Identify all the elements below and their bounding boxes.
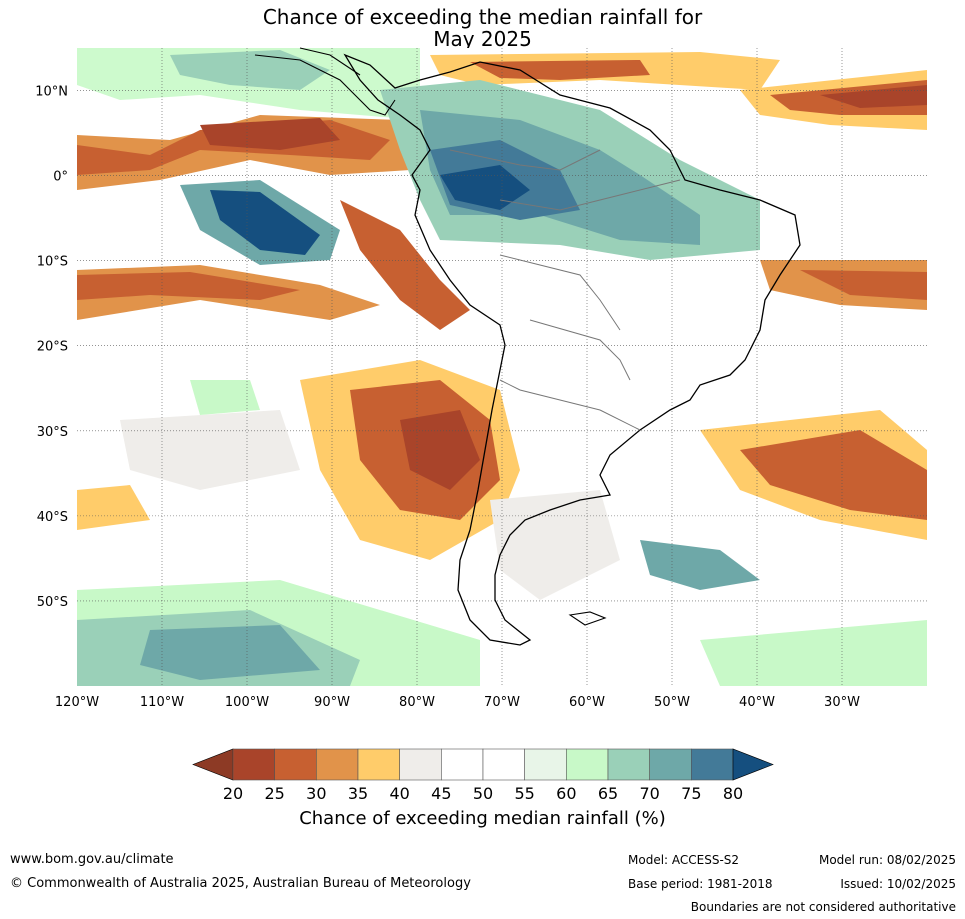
- lat-tick-label: 0°: [53, 170, 68, 185]
- lon-tick-label: 40°W: [739, 695, 775, 710]
- lon-tick-label: 50°W: [654, 695, 690, 710]
- field-darkbrown-ne: [820, 85, 927, 108]
- colorbar-bin: [566, 748, 609, 781]
- field-darkblue-pacific: [210, 190, 320, 255]
- colorbar-tick-label: 70: [639, 784, 659, 803]
- lat-tick-label: 50°S: [37, 595, 68, 610]
- colorbar-bin: [357, 748, 400, 781]
- lat-tick-label: 30°S: [37, 425, 68, 440]
- footer-copyright: © Commonwealth of Australia 2025, Austra…: [10, 876, 471, 891]
- lon-tick-label: 120°W: [55, 695, 99, 710]
- colorbar-bin: [441, 748, 484, 781]
- colorbar-bin: [482, 748, 525, 781]
- rainfall-anomaly-fields: [77, 48, 927, 686]
- colorbar-bin: [399, 748, 442, 781]
- field-green-e-pac: [190, 380, 260, 415]
- colorbar-tick-label: 55: [514, 784, 534, 803]
- field-grey-mid: [120, 410, 300, 490]
- field-brown-atlantic-10s: [800, 270, 927, 300]
- field-darkbrown-chile: [400, 410, 480, 490]
- colorbar-tick-label: 20: [223, 784, 243, 803]
- chart-title-line1: Chance of exceeding the median rainfall …: [262, 5, 703, 29]
- field-teal-se-atl: [640, 540, 760, 590]
- colorbar-tick-label: 50: [473, 784, 493, 803]
- colorbar-over-arrow: [732, 748, 774, 781]
- footer-base-period: Base period: 1981-2018: [628, 877, 773, 891]
- footer-url[interactable]: www.bom.gov.au/climate: [10, 852, 174, 867]
- colorbar-tick-label: 75: [681, 784, 701, 803]
- colorbar-bin: [524, 748, 567, 781]
- field-orange-west: [77, 485, 150, 530]
- central-america-coastline: [254, 47, 396, 116]
- colorbar-tick-label: 65: [598, 784, 618, 803]
- field-darkbrown-pacific-eq: [200, 118, 340, 150]
- field-brown-coast: [340, 200, 470, 330]
- lat-tick-label: 20°S: [37, 340, 68, 355]
- colorbar-bin: [691, 748, 734, 781]
- field-blue-south: [140, 625, 320, 680]
- latitude-labels: 10°N 0° 10°S 20°S 30°S 40°S 50°S: [35, 85, 68, 610]
- field-darkblue-amazon: [440, 165, 530, 210]
- colorbar-tick-label: 40: [389, 784, 409, 803]
- colorbar-tick-label: 60: [556, 784, 576, 803]
- lon-tick-label: 110°W: [140, 695, 184, 710]
- colorbar: 20 25 30 35 40 45 50 55 60 65 70 75 80: [192, 748, 774, 803]
- colorbar-bin: [316, 748, 359, 781]
- field-brown-south-atl: [740, 430, 927, 520]
- falklands: [568, 611, 607, 626]
- lon-tick-label: 90°W: [314, 695, 350, 710]
- lat-tick-label: 10°N: [35, 85, 68, 100]
- lon-tick-label: 70°W: [484, 695, 520, 710]
- colorbar-bin: [607, 748, 650, 781]
- colorbar-tick-label: 25: [264, 784, 284, 803]
- south-america-coastline: [343, 53, 801, 646]
- footer-model-run: Model run: 08/02/2025: [818, 853, 956, 867]
- lat-tick-label: 40°S: [37, 510, 68, 525]
- colorbar-title: Chance of exceeding median rainfall (%): [299, 808, 666, 829]
- country-borders: [449, 149, 681, 431]
- field-teal-north: [170, 50, 330, 90]
- lon-tick-label: 60°W: [569, 695, 605, 710]
- gridlines: [77, 48, 927, 686]
- footer-model: Model: ACCESS-S2: [628, 853, 740, 867]
- footer-issued: Issued: 10/02/2025: [840, 877, 956, 891]
- footer-disclaimer: Boundaries are not considered authoritat…: [690, 900, 956, 914]
- colorbar-tick-label: 30: [306, 784, 326, 803]
- field-grey-pat: [490, 490, 620, 600]
- colorbar-under-arrow: [192, 748, 234, 781]
- colorbar-tick-label: 80: [723, 784, 743, 803]
- colorbar-tick-label: 35: [348, 784, 368, 803]
- lon-tick-label: 30°W: [824, 695, 860, 710]
- lon-tick-label: 100°W: [225, 695, 269, 710]
- field-brown-pacific-10s: [77, 272, 300, 300]
- field-brown-north: [470, 60, 650, 80]
- colorbar-bin: [649, 748, 692, 781]
- chart-title-line2: May 2025: [433, 27, 532, 51]
- colorbar-tick-label: 45: [431, 784, 451, 803]
- colorbar-bin: [232, 748, 275, 781]
- lon-tick-label: 80°W: [399, 695, 435, 710]
- longitude-labels: 120°W 110°W 100°W 90°W 80°W 70°W 60°W 50°W 40°W 3…: [55, 695, 860, 710]
- lat-tick-label: 10°S: [37, 255, 68, 270]
- colorbar-bin: [274, 748, 317, 781]
